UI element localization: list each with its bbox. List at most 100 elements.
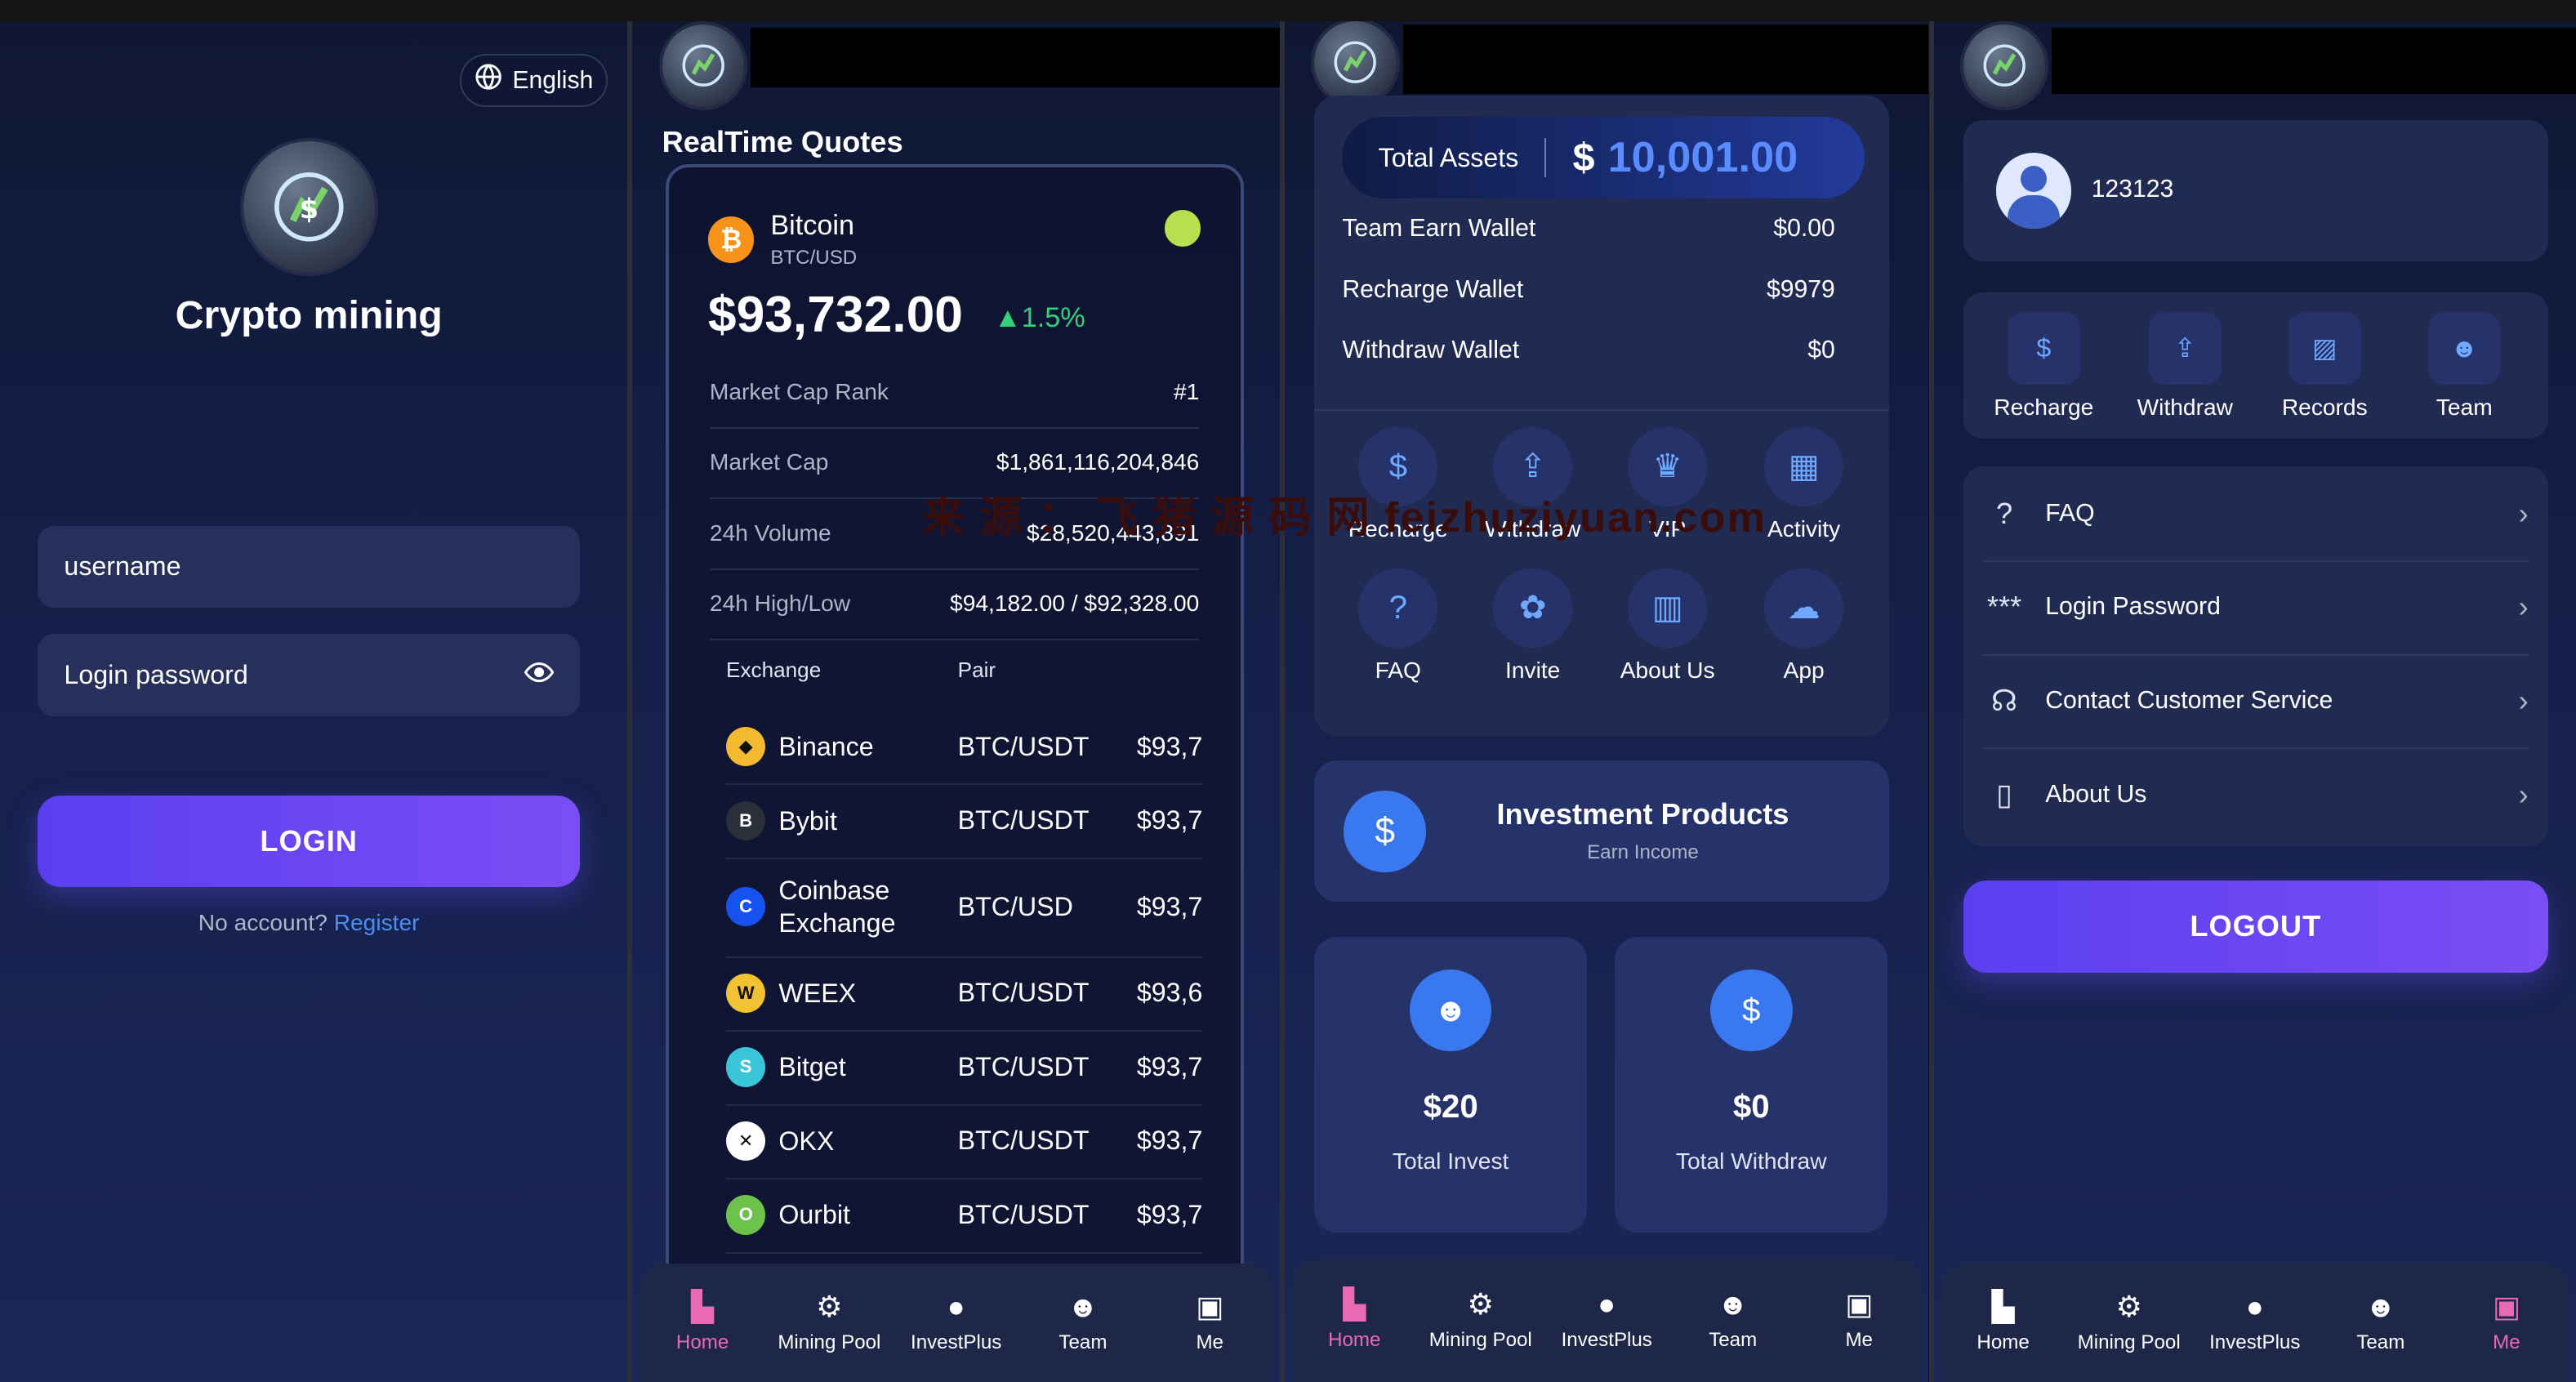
stat-label: Total Invest [1392, 1148, 1509, 1174]
language-label: English [512, 66, 594, 94]
exchange-row[interactable]: S Bitget BTC/USDT $93,7 [726, 1030, 1203, 1106]
quick-faq[interactable]: ? FAQ [1330, 568, 1465, 684]
nav-home[interactable]: ▙ Home [645, 1291, 760, 1354]
action-team[interactable]: ☻ Team [2397, 312, 2532, 421]
nav-home[interactable]: ▙ Home [1945, 1291, 2061, 1354]
nav-label: InvestPlus [911, 1331, 1002, 1354]
invite-icon: ✿ [1493, 568, 1572, 648]
menu-customer-service[interactable]: ☊ Contact Customer Service › [1982, 654, 2529, 750]
nav-mining-pool[interactable]: ⚙ Mining Pool [1423, 1287, 1538, 1352]
action-label: Recharge [1994, 394, 2094, 420]
action-recharge[interactable]: $ Recharge [1977, 312, 2111, 421]
total-assets-value: 10,001.00 [1607, 134, 1798, 182]
exchange-row[interactable]: C Coinbase Exchange BTC/USD $93,7 [726, 858, 1203, 958]
book-icon: ▯ [1996, 778, 2012, 812]
globe-icon [475, 63, 502, 97]
menu-label: Contact Customer Service [2045, 686, 2333, 714]
action-label: Team [2436, 394, 2493, 420]
menu-faq[interactable]: ? FAQ › [1982, 466, 2529, 562]
quick-app[interactable]: ☁ App [1736, 568, 1871, 684]
exchange-pair: BTC/USDT [957, 805, 1090, 836]
exchange-row[interactable]: O Ourbit BTC/USDT $93,7 [726, 1178, 1203, 1254]
bulb-icon: $ [1344, 790, 1426, 873]
quick-withdraw[interactable]: ⇪ Withdraw [1465, 426, 1600, 542]
nav-team[interactable]: ☻ Team [2323, 1291, 2438, 1354]
profile-card: 123123 [1963, 119, 2548, 261]
favorite-icon[interactable] [1165, 210, 1201, 247]
quick-vip[interactable]: ♛ VIP [1600, 426, 1735, 542]
quote-card: ₿ Bitcoin BTC/USD $93,732.00 ▲1.5% Marke… [665, 164, 1244, 1382]
user-id: 123123 [2091, 176, 2174, 203]
exchange-row[interactable]: B Bybit BTC/USDT $93,7 [726, 783, 1203, 859]
stat-value: #1 [1174, 378, 1200, 404]
exchange-row[interactable]: W WEEX BTC/USDT $93,6 [726, 956, 1203, 1032]
nav-me[interactable]: ▣ Me [1802, 1287, 1917, 1352]
user-icon: ▣ [2492, 1290, 2521, 1324]
nav-me[interactable]: ▣ Me [2449, 1291, 2565, 1354]
quick-recharge[interactable]: $ Recharge [1330, 426, 1465, 542]
stat-value: $0 [1732, 1087, 1770, 1125]
nav-home[interactable]: ▙ Home [1297, 1287, 1412, 1352]
stat-label: Market Cap Rank [709, 378, 889, 404]
nav-investplus[interactable]: ● InvestPlus [1549, 1287, 1665, 1352]
price-change-value: 1.5% [1021, 302, 1085, 334]
action-label: Records [2281, 394, 2368, 420]
exchange-logo-icon: O [726, 1195, 766, 1235]
menu-about-us[interactable]: ▯ About Us › [1983, 747, 2529, 841]
exchange-logo-icon: C [726, 887, 766, 927]
language-button[interactable]: English [460, 54, 608, 107]
watermark: 来 源 ： 飞 猪 源 码 网 feizhuziyuan.com [921, 494, 1767, 542]
password-placeholder: Login password [64, 660, 248, 690]
login-screen: English $ Crypto mining username Login p… [0, 21, 628, 1382]
team-icon: ☻ [1717, 1287, 1749, 1322]
no-account-text: No account? [198, 910, 328, 936]
home-screen: Total Assets $ 10,001.00 Team Earn Walle… [1284, 21, 1929, 1382]
quick-invite[interactable]: ✿ Invite [1465, 568, 1600, 684]
quick-label: Invite [1505, 657, 1561, 683]
team-icon: ☻ [2364, 1290, 2396, 1324]
exchange-price: $93,7 [1136, 731, 1203, 761]
investment-card[interactable]: $ Investment Products Earn Income [1314, 760, 1890, 903]
quick-label: App [1783, 657, 1825, 683]
stat-row: 24h Volume $28,520,443,891 [709, 497, 1200, 570]
exchange-name: Coinbase Exchange [778, 876, 896, 938]
exchange-row[interactable]: ✕ OKX BTC/USDT $93,7 [726, 1104, 1203, 1180]
nav-me[interactable]: ▣ Me [1152, 1291, 1268, 1354]
menu-login-password[interactable]: *** Login Password › [1982, 560, 2529, 656]
bottom-nav: ▙ Home ⚙ Mining Pool ● InvestPlus ☻ Team ▣ Me [1291, 1258, 1923, 1382]
wallet-icon: $ [2008, 312, 2080, 385]
nav-label: Team [1058, 1331, 1108, 1354]
bulb-icon: ● [947, 1290, 965, 1324]
nav-investplus[interactable]: ● InvestPlus [898, 1291, 1014, 1354]
quick-activity[interactable]: ▦ Activity [1736, 426, 1871, 542]
eye-icon[interactable] [524, 658, 555, 693]
quick-about-us[interactable]: ▥ About Us [1600, 568, 1735, 684]
exchange-name: Ourbit [778, 1200, 850, 1230]
nav-team[interactable]: ☻ Team [1026, 1291, 1141, 1354]
question-icon: ? [1358, 568, 1438, 648]
redacted-header [2052, 28, 2576, 94]
calendar-icon: ▦ [1764, 426, 1843, 506]
team-icon: ☻ [1409, 969, 1492, 1052]
exchange-row[interactable]: ◆ Binance BTC/USDT $93,7 [726, 710, 1203, 786]
action-withdraw[interactable]: ⇪ Withdraw [2118, 312, 2253, 421]
logout-button[interactable]: LOGOUT [1963, 880, 2548, 973]
register-prompt: No account? Register [0, 910, 617, 936]
nav-label: InvestPlus [1561, 1329, 1652, 1352]
pill-divider [1544, 137, 1547, 178]
actions-card: $ Recharge ⇪ Withdraw ▨ Records ☻ Team [1963, 292, 2548, 439]
nav-team[interactable]: ☻ Team [1675, 1287, 1790, 1352]
username-input[interactable]: username [38, 525, 581, 609]
stat-row: Market Cap Rank #1 [709, 356, 1200, 429]
login-button[interactable]: LOGIN [38, 795, 581, 888]
nav-mining-pool[interactable]: ⚙ Mining Pool [2071, 1291, 2186, 1354]
exchange-name: Bitget [778, 1052, 846, 1082]
register-link[interactable]: Register [333, 910, 420, 936]
password-input[interactable]: Login password [38, 634, 581, 716]
action-records[interactable]: ▨ Records [2257, 312, 2392, 421]
nav-mining-pool[interactable]: ⚙ Mining Pool [772, 1291, 887, 1354]
quotes-title: RealTime Quotes [662, 124, 903, 158]
nav-label: Mining Pool [778, 1331, 881, 1354]
nav-investplus[interactable]: ● InvestPlus [2197, 1291, 2312, 1354]
quotes-screen: RealTime Quotes ₿ Bitcoin BTC/USD $93,73… [632, 21, 1280, 1382]
